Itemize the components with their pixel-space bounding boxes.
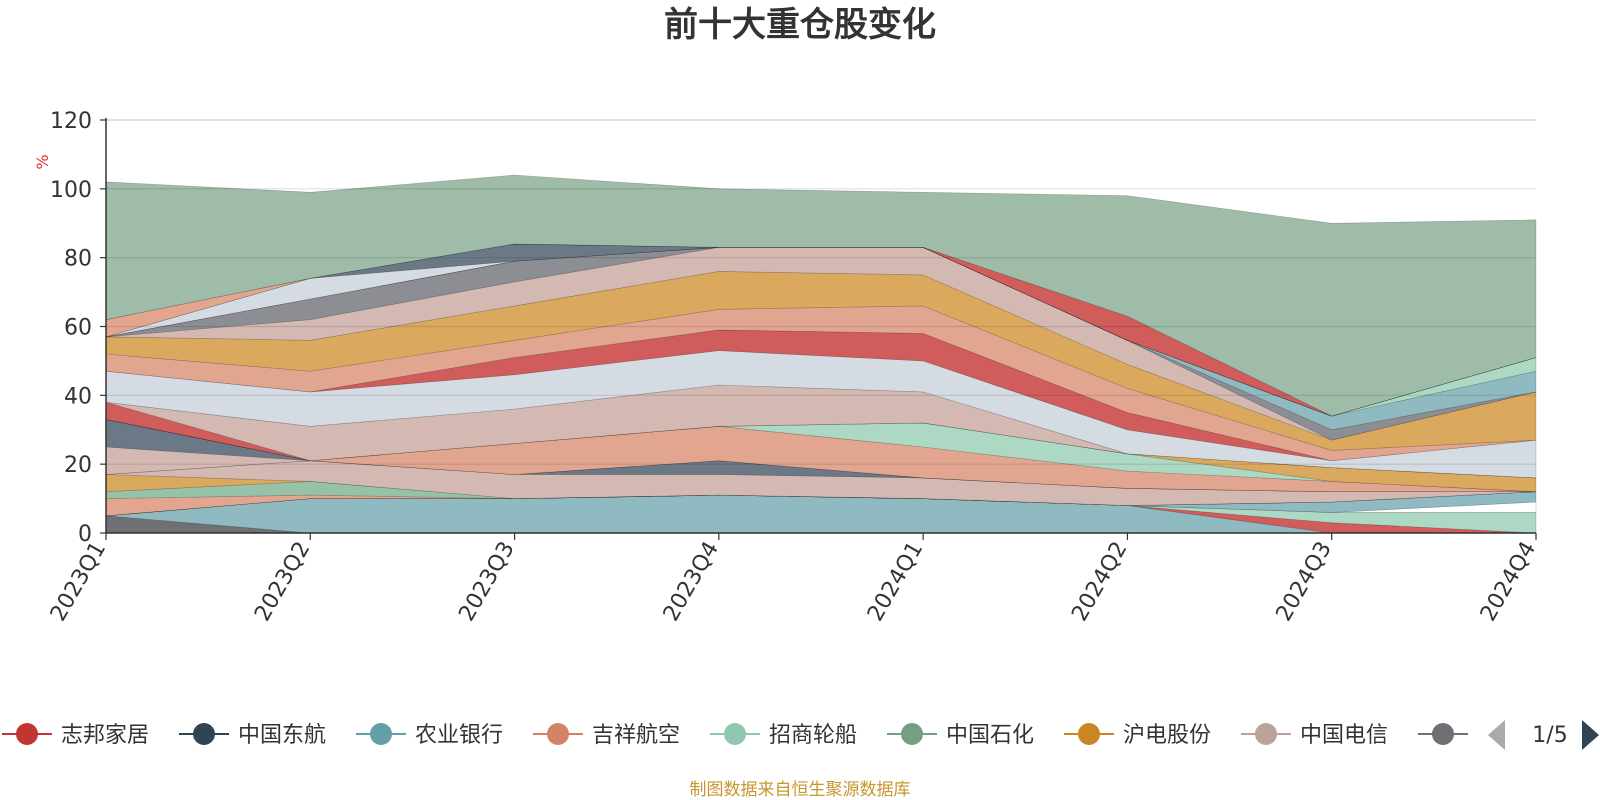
y-tick-label: 120 — [50, 109, 92, 134]
legend-label: 农业银行 — [415, 723, 503, 748]
legend-item[interactable]: 中国石化 — [887, 723, 1034, 748]
legend-label: 沪电股份 — [1123, 723, 1211, 748]
legend-item[interactable]: 招商轮船 — [710, 723, 857, 748]
legend-label: 招商轮船 — [769, 723, 857, 748]
legend-item[interactable] — [1418, 723, 1468, 745]
y-tick-label: 0 — [78, 522, 92, 547]
x-tick-label: 2023Q2 — [250, 538, 315, 626]
legend-label: 中国电信 — [1300, 723, 1388, 748]
x-tick-label: 2024Q1 — [863, 538, 928, 626]
area-series-31[interactable] — [105, 174, 1537, 417]
y-tick-label: 60 — [64, 316, 92, 341]
legend-item[interactable]: 中国电信 — [1241, 723, 1388, 748]
legend-label: 志邦家居 — [61, 723, 149, 748]
legend-marker — [724, 723, 746, 745]
chart-title: 前十大重仓股变化 — [664, 5, 936, 45]
x-tick-label: 2024Q3 — [1272, 538, 1337, 626]
pager-prev-icon[interactable] — [1488, 720, 1505, 750]
legend-item[interactable]: 农业银行 — [356, 723, 503, 748]
source-note: 制图数据来自恒生聚源数据库 — [690, 780, 911, 800]
legend-item[interactable]: 中国东航 — [179, 723, 326, 748]
legend-marker — [1078, 723, 1100, 745]
pager-label: 1/5 — [1532, 723, 1567, 748]
legend-label: 中国东航 — [238, 723, 326, 748]
legend-marker — [547, 723, 569, 745]
legend-marker — [16, 723, 38, 745]
legend-marker — [1432, 723, 1454, 745]
y-tick-label: 20 — [64, 453, 92, 478]
x-tick-label: 2024Q2 — [1067, 538, 1132, 626]
legend-marker — [901, 723, 923, 745]
legend-item[interactable]: 沪电股份 — [1064, 723, 1211, 748]
legend-marker — [193, 723, 215, 745]
y-tick-label: 100 — [50, 178, 92, 203]
legend[interactable]: 志邦家居 中国东航 农业银行 吉祥航空 招商轮船 中国石化 沪电股份 中国电信 1/5 — [2, 712, 1600, 756]
x-tick-label: 2023Q3 — [454, 538, 519, 626]
y-tick-label: 40 — [64, 384, 92, 409]
legend-marker — [1255, 723, 1277, 745]
x-tick-label: 2024Q4 — [1476, 538, 1541, 626]
legend-marker — [370, 723, 392, 745]
legend-label: 吉祥航空 — [592, 723, 680, 748]
legend-pager: 1/5 — [1470, 712, 1600, 756]
legend-item[interactable]: 志邦家居 — [2, 723, 149, 748]
plot-areas — [105, 174, 1537, 534]
legend-item[interactable]: 吉祥航空 — [533, 723, 680, 748]
pager-next-icon[interactable] — [1582, 720, 1599, 750]
y-tick-label: 80 — [64, 247, 92, 272]
x-tick-label: 2023Q4 — [659, 538, 724, 626]
y-axis-unit: % — [33, 154, 52, 169]
legend-label: 中国石化 — [946, 723, 1034, 748]
x-tick-label: 2023Q1 — [46, 538, 111, 626]
